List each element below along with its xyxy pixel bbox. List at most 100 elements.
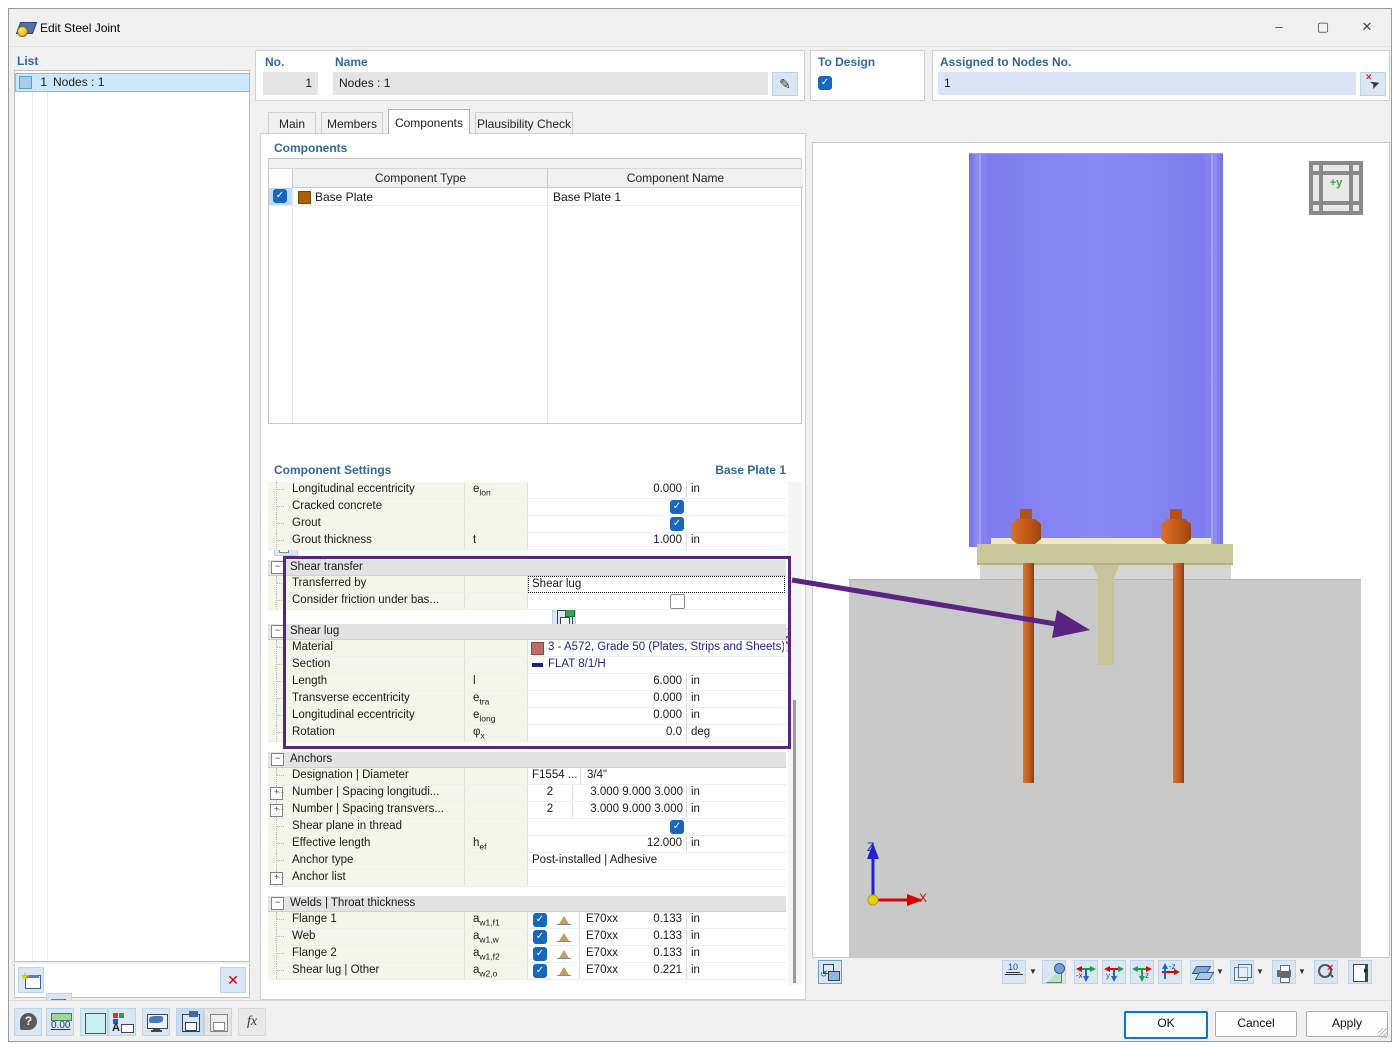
zoom-reset-button[interactable]: ✕: [1314, 960, 1338, 984]
display-style-dropdown-caret[interactable]: ▼: [1256, 967, 1264, 976]
tab-plausibility-check[interactable]: Plausibility Check: [475, 112, 573, 134]
setting-row[interactable]: + Number | Spacing transvers... 2 3.000 …: [268, 802, 786, 819]
anchor-type-value[interactable]: Post-installed | Adhesive: [532, 854, 658, 866]
ok-button[interactable]: OK: [1124, 1011, 1208, 1039]
setting-row[interactable]: Grout ✓: [268, 516, 786, 533]
setting-row[interactable]: Grout thickness t 1.000 in: [268, 533, 786, 550]
view-minus-z-button[interactable]: -z: [1158, 960, 1182, 984]
name-field[interactable]: Nodes : 1: [333, 72, 768, 95]
print-dropdown-caret[interactable]: ▼: [1298, 967, 1306, 976]
tab-main[interactable]: Main: [268, 112, 316, 134]
layers-dropdown-caret[interactable]: ▼: [1216, 967, 1224, 976]
group-anchors[interactable]: − Anchors: [268, 752, 786, 768]
setting-row[interactable]: Material 3 - A572, Grade 50 (Plates, Str…: [268, 640, 786, 657]
setting-row[interactable]: Transferred by Shear lug: [268, 576, 786, 593]
setting-row[interactable]: + Number | Spacing longitudi... 2 3.000 …: [268, 785, 786, 802]
expand-icon[interactable]: +: [270, 787, 283, 800]
apply-button[interactable]: Apply: [1306, 1011, 1388, 1037]
delete-joint-button[interactable]: ✕: [220, 967, 246, 993]
title-bar[interactable]: [9, 9, 1391, 47]
display-style-button[interactable]: [1230, 960, 1254, 984]
view-y-button[interactable]: y: [1102, 960, 1126, 984]
revert-check-button[interactable]: ☑↶: [108, 1045, 134, 1050]
setting-row[interactable]: + Anchor list: [268, 870, 786, 887]
dimension-dropdown-caret[interactable]: ▼: [1029, 967, 1037, 976]
column-header-type[interactable]: Component Type: [292, 169, 548, 188]
section-value[interactable]: FLAT 8/1/H: [548, 658, 606, 670]
collapse-icon[interactable]: −: [271, 625, 284, 638]
background-color-button[interactable]: [80, 1008, 108, 1036]
grout-checkbox[interactable]: ✓: [670, 517, 684, 531]
view-minus-x-button[interactable]: -x: [1074, 960, 1098, 984]
rename-button[interactable]: ✎: [772, 72, 798, 96]
setting-row[interactable]: Transverse eccentricity etra 0.000 in: [268, 691, 786, 708]
material-value[interactable]: 3 - A572, Grade 50 (Plates, Strips and S…: [548, 641, 784, 653]
joint-list[interactable]: 1 Nodes : 1: [14, 70, 250, 962]
setting-row[interactable]: Flange 2 aw1,f2 ✓ E70xx 0.133 in: [268, 946, 786, 963]
viewport-3d[interactable]: +y Z X: [812, 142, 1390, 958]
angle-measure-button[interactable]: [1042, 960, 1066, 984]
save-as-default-button[interactable]: [204, 1008, 232, 1036]
group-welds[interactable]: − Welds | Throat thickness: [268, 896, 786, 912]
anchor-designation[interactable]: F1554 ...: [532, 769, 578, 781]
navigation-cube[interactable]: +y: [1309, 161, 1363, 215]
print-button[interactable]: [1272, 960, 1296, 984]
tab-components[interactable]: Components: [388, 109, 470, 134]
list-item-nodes-1[interactable]: 1 Nodes : 1: [15, 73, 250, 92]
cancel-button[interactable]: Cancel: [1215, 1011, 1297, 1037]
component-checkbox[interactable]: ✓: [273, 189, 287, 203]
weld-checkbox[interactable]: ✓: [533, 930, 547, 944]
setting-row[interactable]: Rotation φx 0.0 deg: [268, 725, 786, 742]
setting-row[interactable]: Anchor type Post-installed | Adhesive: [268, 853, 786, 870]
assigned-nodes-field[interactable]: 1: [938, 72, 1356, 95]
setting-row[interactable]: Shear lug | Other aw2,o ✓ E70xx 0.221 in: [268, 963, 786, 980]
setting-row[interactable]: Effective length hef 12.000 in: [268, 836, 786, 853]
formula-button[interactable]: fx: [238, 1008, 266, 1036]
panel-toggle-button[interactable]: ▸: [1348, 960, 1372, 984]
help-button[interactable]: ?: [14, 1008, 42, 1036]
to-design-checkbox[interactable]: ✓: [818, 76, 832, 90]
setting-row[interactable]: Longitudinal eccentricity elon 0.000 in: [268, 482, 786, 499]
select-nodes-button[interactable]: ➤ ✕: [1360, 72, 1386, 96]
display-properties-button[interactable]: A: [108, 1008, 136, 1036]
collapse-icon[interactable]: −: [271, 897, 284, 910]
anchor-diameter[interactable]: 3/4": [580, 768, 607, 784]
shear-plane-checkbox[interactable]: ✓: [670, 820, 684, 834]
weld-checkbox[interactable]: ✓: [533, 964, 547, 978]
setting-row[interactable]: Web aw1,w ✓ E70xx 0.133 in: [268, 929, 786, 946]
tab-members[interactable]: Members: [321, 112, 383, 134]
close-button[interactable]: ✕: [1361, 19, 1373, 34]
weld-checkbox[interactable]: ✓: [533, 913, 547, 927]
friction-checkbox[interactable]: [670, 594, 685, 609]
dimension-display-button[interactable]: 10: [1002, 960, 1026, 984]
expand-icon[interactable]: +: [270, 872, 283, 885]
visibility-layers-button[interactable]: [1190, 960, 1215, 984]
settings-scrollbar[interactable]: [788, 482, 802, 985]
setting-row[interactable]: Shear plane in thread ✓: [268, 819, 786, 836]
group-shear-transfer[interactable]: − Shear transfer: [268, 560, 786, 576]
setting-row[interactable]: Designation | Diameter F1554 ... 3/4": [268, 768, 786, 785]
transferred-by-dropdown[interactable]: Shear lug: [528, 576, 785, 593]
cracked-concrete-checkbox[interactable]: ✓: [670, 500, 684, 514]
setting-row[interactable]: Section FLAT 8/1/H: [268, 657, 786, 674]
setting-row[interactable]: Length l 6.000 in: [268, 674, 786, 691]
expand-icon[interactable]: +: [270, 804, 283, 817]
group-shear-lug[interactable]: − Shear lug: [268, 624, 786, 640]
component-row[interactable]: ✓ Base Plate Base Plate 1: [269, 188, 801, 206]
resize-grip[interactable]: [1378, 1028, 1388, 1038]
setting-row[interactable]: Consider friction under bas...: [268, 593, 786, 610]
view-mode-button[interactable]: ↺: [818, 960, 842, 984]
components-table[interactable]: Component Type Component Name ✓ Base Pla…: [268, 158, 803, 424]
save-settings-button[interactable]: [176, 1008, 204, 1036]
collapse-icon[interactable]: −: [271, 561, 284, 574]
maximize-button[interactable]: ▢: [1316, 19, 1330, 34]
setting-row[interactable]: Flange 1 aw1,f1 ✓ E70xx 0.133 in: [268, 912, 786, 929]
minimize-button[interactable]: –: [1275, 19, 1283, 34]
new-joint-button[interactable]: ★: [18, 967, 44, 993]
units-settings-button[interactable]: 0.00: [46, 1008, 74, 1036]
scrollbar-thumb[interactable]: [793, 700, 796, 983]
view-z-button[interactable]: z: [1130, 960, 1154, 984]
no-field[interactable]: 1: [263, 72, 318, 95]
weld-checkbox[interactable]: ✓: [533, 947, 547, 961]
monitor-view-button[interactable]: [142, 1008, 170, 1036]
